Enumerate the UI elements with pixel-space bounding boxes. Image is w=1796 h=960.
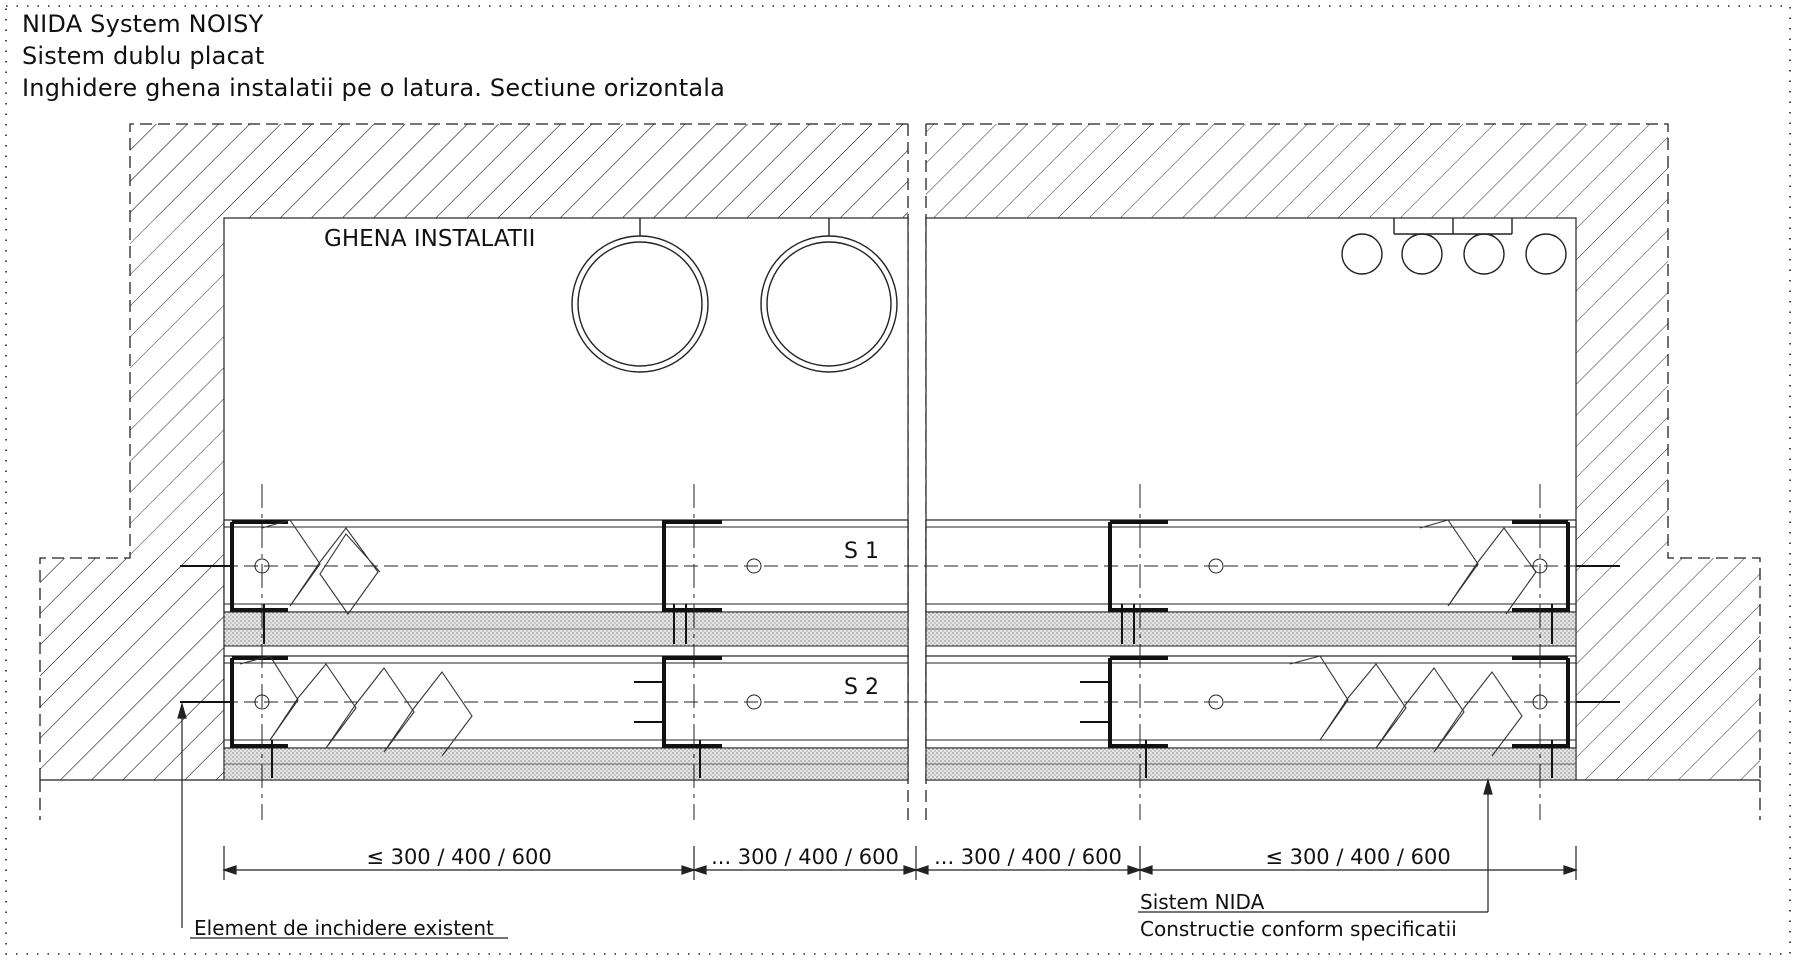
callout-existing-element: Element de inchidere existent (194, 916, 494, 940)
dimension-1: ≤ 300 / 400 / 600 (366, 845, 551, 869)
layer-s2: S 2 (223, 655, 1577, 781)
callout-system-title: Sistem NIDA (1140, 890, 1265, 914)
dimension-4: ≤ 300 / 400 / 600 (1265, 845, 1450, 869)
title-subtitle: Sistem dublu placat (22, 42, 265, 70)
existing-wall-right (926, 124, 1668, 558)
title-description: Inghidere ghena instalatii pe o latura. … (22, 74, 726, 102)
shaft-label: GHENA INSTALATII (324, 226, 535, 252)
callout-system-spec: Constructie conform specificatii (1140, 917, 1457, 941)
sheet-border (5, 5, 1791, 955)
dimension-3: ... 300 / 400 / 600 (934, 845, 1122, 869)
dimension-line (222, 846, 1578, 880)
large-pipes (571, 218, 898, 373)
small-pipes (1341, 218, 1567, 275)
layer-s1: S 1 (223, 519, 1577, 647)
title-system: NIDA System NOISY (22, 10, 264, 38)
layer-s2-label: S 2 (844, 675, 879, 700)
dimension-2: ... 300 / 400 / 600 (711, 845, 899, 869)
layer-s1-label: S 1 (844, 539, 879, 564)
